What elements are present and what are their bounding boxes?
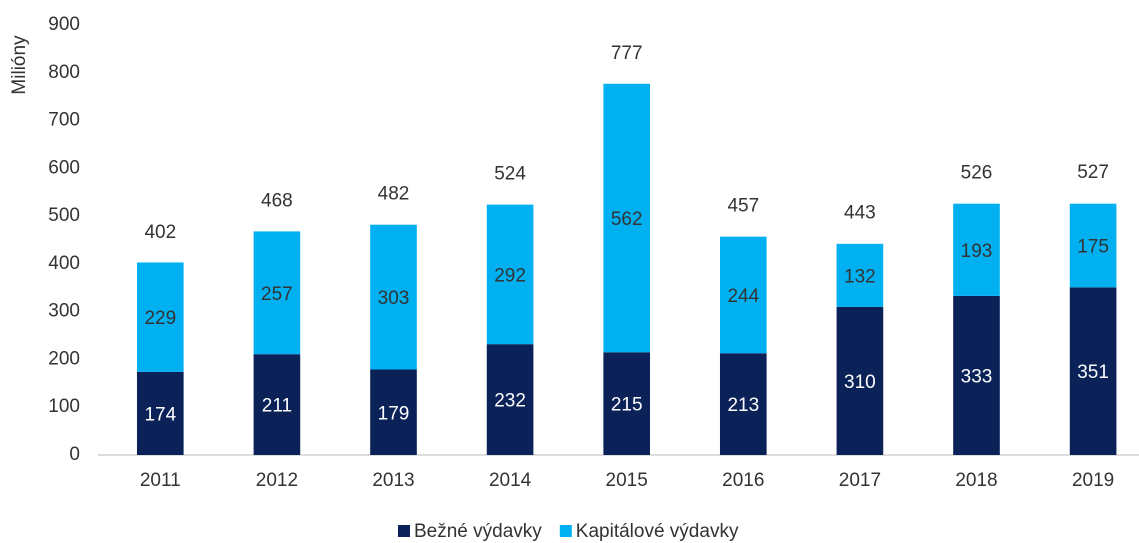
bar-segment — [136, 262, 184, 372]
data-label: 174 — [144, 404, 176, 425]
y-tick-label: 300 — [48, 301, 80, 322]
bar-segment — [836, 243, 884, 307]
data-label: 292 — [494, 265, 526, 286]
data-label: 303 — [378, 288, 410, 309]
total-label: 777 — [611, 43, 643, 64]
x-tick-label: 2017 — [839, 470, 881, 491]
x-tick-label: 2015 — [606, 470, 648, 491]
bar-segment — [953, 295, 1000, 455]
bar-segment — [486, 344, 534, 455]
x-tick-label: 2018 — [955, 470, 997, 491]
x-tick-label: 2019 — [1072, 470, 1114, 491]
legend-label: Bežné výdavky — [414, 521, 542, 542]
bar-segment — [1069, 287, 1117, 455]
data-label: 213 — [727, 395, 759, 416]
x-tick-label: 2016 — [722, 470, 764, 491]
data-label: 229 — [144, 308, 176, 329]
total-label: 468 — [261, 190, 293, 211]
data-label: 257 — [261, 284, 293, 305]
bar-segment — [370, 369, 417, 455]
y-tick-label: 0 — [69, 444, 80, 465]
total-label: 402 — [144, 222, 176, 243]
total-label: 527 — [1077, 162, 1109, 183]
y-tick-label: 400 — [48, 253, 80, 274]
y-tick-label: 200 — [48, 348, 80, 369]
y-tick-label: 500 — [48, 205, 80, 226]
data-label: 351 — [1077, 362, 1109, 383]
bar-segment — [1069, 203, 1117, 288]
data-label: 215 — [611, 395, 643, 416]
data-label: 333 — [961, 366, 993, 387]
y-tick-label: 900 — [48, 14, 80, 35]
total-label: 457 — [727, 196, 759, 217]
data-label: 211 — [262, 396, 292, 417]
data-label: 179 — [378, 403, 410, 424]
legend-swatch — [398, 525, 410, 537]
bar-segment — [486, 204, 534, 345]
y-axis-label: Milióny — [9, 35, 30, 95]
bar-segment — [719, 353, 767, 455]
y-tick-label: 700 — [48, 110, 80, 131]
data-label: 244 — [727, 286, 759, 307]
data-label: 132 — [844, 266, 876, 287]
total-label: 482 — [378, 184, 410, 205]
bar-segment — [603, 352, 651, 455]
bar-segment — [953, 203, 1000, 296]
data-label: 562 — [611, 209, 643, 230]
bar-segment — [370, 224, 417, 370]
total-label: 524 — [494, 164, 526, 185]
x-tick-label: 2012 — [256, 470, 298, 491]
bar-segment — [719, 236, 767, 354]
data-label: 310 — [844, 372, 876, 393]
total-label: 443 — [844, 202, 876, 223]
data-label: 193 — [961, 241, 993, 262]
x-tick-label: 2014 — [489, 470, 532, 491]
y-tick-label: 100 — [48, 396, 80, 417]
bar-segment — [253, 354, 301, 455]
bar-segment — [603, 83, 651, 353]
data-label: 175 — [1077, 237, 1109, 258]
x-tick-label: 2011 — [140, 470, 181, 491]
x-tick-label: 2013 — [372, 470, 414, 491]
bar-segment — [136, 371, 184, 455]
total-label: 526 — [961, 163, 993, 184]
legend-label: Kapitálové výdavky — [576, 521, 739, 542]
data-label: 232 — [494, 391, 526, 412]
bar-segment — [253, 231, 301, 355]
bar-segment — [836, 306, 884, 455]
y-tick-label: 800 — [48, 62, 80, 83]
y-tick-label: 600 — [48, 157, 80, 178]
legend-swatch — [559, 525, 572, 537]
